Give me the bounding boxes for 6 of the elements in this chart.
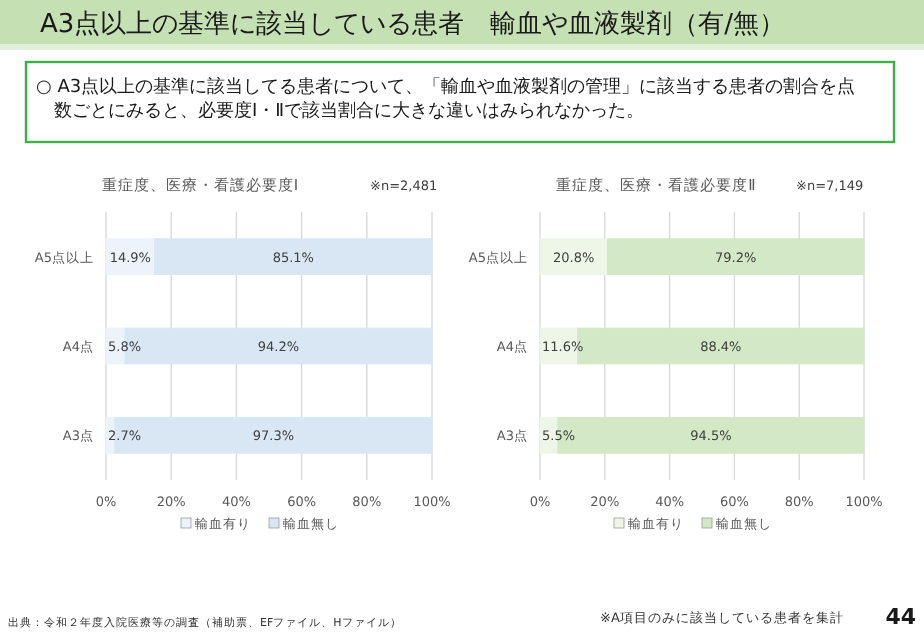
- bar: [606, 238, 865, 276]
- text: 44: [885, 604, 917, 630]
- text: A3点以上の基準に該当している患者 輸血や血液製剤（有/無）: [40, 8, 786, 40]
- bar: [154, 238, 433, 276]
- bar: [539, 238, 608, 276]
- text: ○ A3点以上の基準に該当してる患者について、「輸血や血液製剤の管理」に該当する患者の割合を点数ごとにみると、必要度Ⅰ・Ⅱで該当割合に大きな違いはみられなかった。: [36, 76, 858, 124]
